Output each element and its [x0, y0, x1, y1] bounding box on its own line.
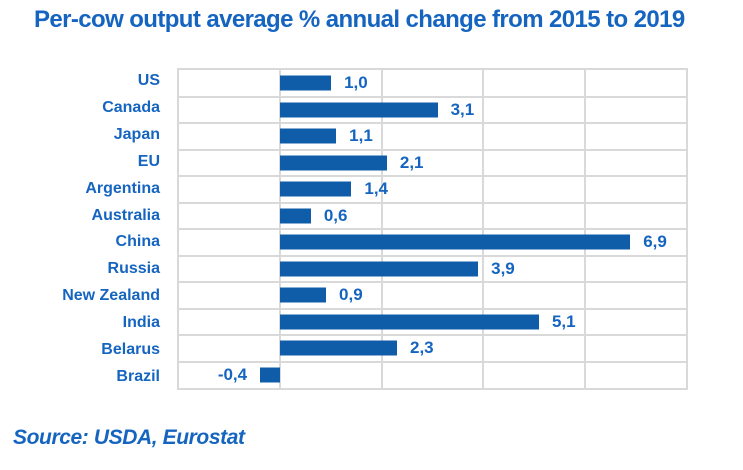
- bar-eu: [280, 155, 387, 171]
- category-label: EU: [137, 152, 160, 170]
- value-label: 2,1: [399, 152, 424, 172]
- gridline-horizontal: [179, 175, 686, 177]
- category-label: Argentina: [85, 179, 160, 197]
- gridline-horizontal: [179, 360, 686, 363]
- value-label: 1,4: [364, 179, 389, 199]
- category-label: New Zealand: [62, 287, 160, 305]
- gridline-horizontal: [179, 122, 686, 124]
- category-label: Russia: [107, 260, 160, 278]
- gridline-horizontal: [179, 201, 686, 204]
- value-label: 2,3: [410, 338, 434, 358]
- category-label: Japan: [113, 126, 160, 144]
- value-label: -0,4: [217, 364, 248, 384]
- value-label: 0,6: [323, 205, 348, 225]
- chart-title: Per-cow output average % annual change f…: [34, 6, 685, 33]
- bar-us: [280, 75, 332, 91]
- bar-brazil: [260, 367, 281, 383]
- category-label: Australia: [91, 206, 160, 224]
- bar-australia: [280, 208, 311, 224]
- bar-argentina: [280, 181, 352, 197]
- plot-area: 1,0 3,1 1,1 2,1 1,4 0,6 6,9 3,9 0,9 5,1 2,3 -0,4: [177, 68, 688, 390]
- value-label: 1,1: [349, 126, 373, 146]
- category-label: India: [122, 313, 160, 331]
- category-label: US: [137, 72, 160, 90]
- bar-new-zealand: [280, 287, 327, 303]
- bar-canada: [280, 102, 438, 118]
- gridline-horizontal: [179, 228, 686, 230]
- gridline-horizontal: [179, 334, 686, 336]
- category-label: China: [115, 233, 160, 251]
- bar-japan: [280, 128, 337, 144]
- value-label: 3,9: [491, 258, 515, 278]
- value-label: 5,1: [551, 311, 576, 331]
- gridline-horizontal: [179, 148, 686, 151]
- bar-india: [280, 314, 539, 330]
- category-label: Belarus: [101, 340, 160, 358]
- gridline-horizontal: [179, 95, 686, 98]
- value-label: 0,9: [339, 285, 363, 305]
- gridline-horizontal: [179, 307, 686, 310]
- gridline-horizontal: [179, 254, 686, 257]
- bar-china: [280, 234, 631, 250]
- source-note: Source: USDA, Eurostat: [13, 426, 245, 449]
- category-axis: US Canada Japan EU Argentina Australia China Ru…: [0, 68, 168, 390]
- bar-belarus: [280, 340, 397, 356]
- value-label: 1,0: [344, 73, 368, 93]
- category-label: Brazil: [116, 367, 160, 385]
- value-label: 3,1: [450, 99, 475, 119]
- gridline-horizontal: [179, 281, 686, 283]
- bar-russia: [280, 261, 479, 277]
- value-label: 6,9: [643, 232, 667, 252]
- category-label: Canada: [102, 99, 160, 117]
